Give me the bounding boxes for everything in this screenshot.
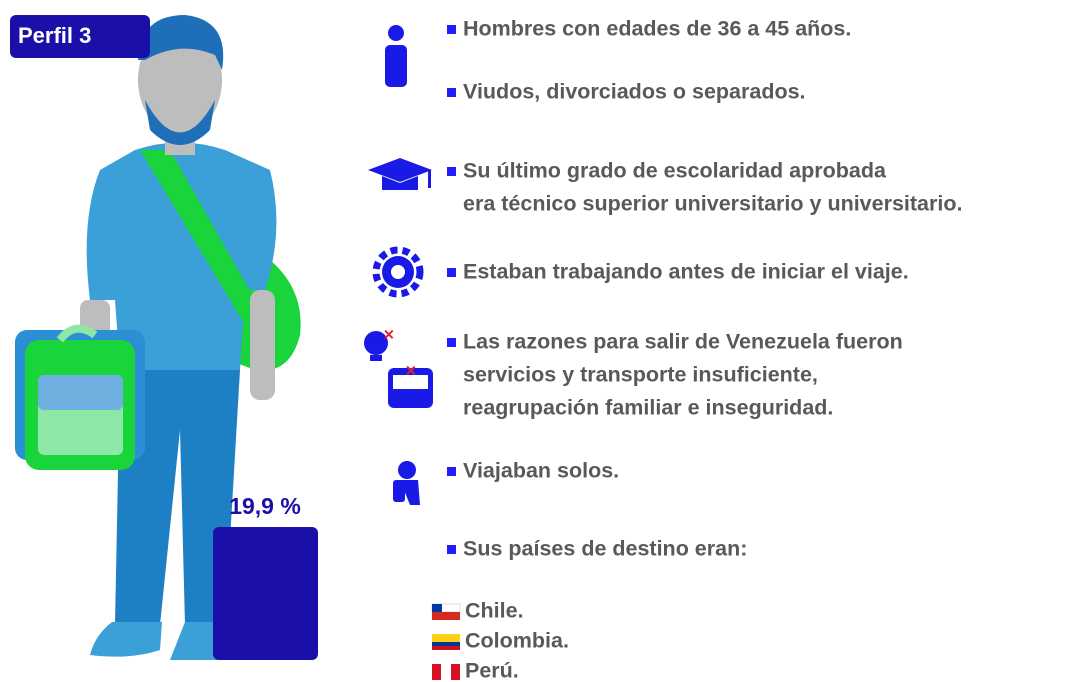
bullet <box>447 545 456 554</box>
svg-text:✕: ✕ <box>405 363 417 379</box>
svg-text:✕: ✕ <box>383 327 395 343</box>
item-text: era técnico superior universitario y uni… <box>463 192 962 216</box>
item-text: Viudos, divorciados o separados. <box>463 80 806 104</box>
bullet <box>447 268 456 277</box>
bullet <box>447 167 456 176</box>
item-text: Estaban trabajando antes de iniciar el v… <box>463 260 909 284</box>
bullet <box>447 88 456 97</box>
profile-tab <box>10 15 150 58</box>
bullet <box>447 338 456 347</box>
share-label: 19,9 % <box>229 493 301 519</box>
icons <box>364 25 433 505</box>
item-text: Sus países de destino eran: <box>463 537 747 561</box>
bullet <box>447 467 456 476</box>
destination: Perú. <box>465 659 519 682</box>
item-text: reagrupación familiar e inseguridad. <box>463 396 833 420</box>
item-text: Viajaban solos. <box>463 459 619 483</box>
flags <box>431 603 461 680</box>
traveler-illustration <box>15 15 301 660</box>
destination: Colombia. <box>465 629 569 653</box>
item-text: Hombres con edades de 36 a 45 años. <box>463 17 851 41</box>
item-text: Las razones para salir de Venezuela fuer… <box>463 330 903 354</box>
item-text: servicios y transporte insuficiente, <box>463 363 818 387</box>
destination: Chile. <box>465 599 524 623</box>
share-box <box>213 527 318 660</box>
profile-label: Perfil 3 <box>18 23 91 48</box>
item-text: Su último grado de escolaridad aprobada <box>463 159 887 183</box>
bullet <box>447 25 456 34</box>
